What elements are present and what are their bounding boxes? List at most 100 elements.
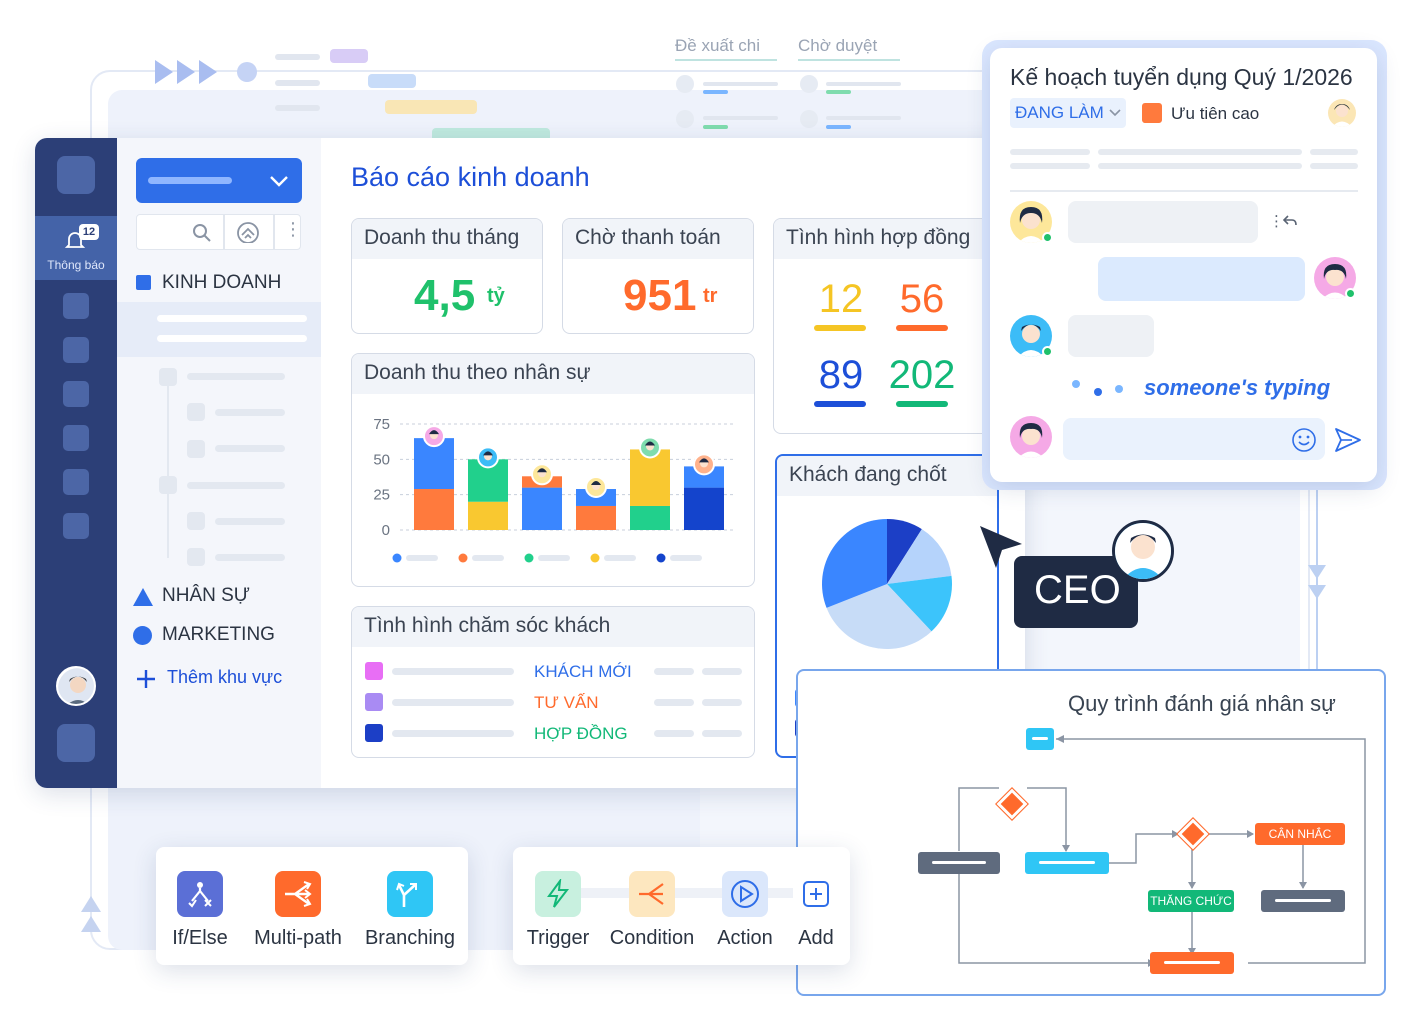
status-label: ĐANG LÀM: [1015, 103, 1104, 122]
workflow-node[interactable]: [1261, 890, 1345, 912]
tool-condition[interactable]: Condition: [607, 871, 697, 950]
legend-dot: [656, 553, 666, 563]
automation-tools-card: Trigger Condition Action Add: [513, 847, 850, 965]
sidebar-item[interactable]: [63, 381, 89, 407]
add-area-link[interactable]: Thêm khu vực: [167, 667, 283, 687]
tree-node[interactable]: [159, 476, 177, 494]
sidebar-item[interactable]: [63, 513, 89, 539]
tool-action[interactable]: Action: [709, 871, 781, 950]
tool-if-else[interactable]: If/Else: [168, 871, 232, 950]
contracts-value-1: 12: [818, 277, 864, 321]
tool-multi-path[interactable]: Multi-path: [248, 871, 348, 950]
sidebar-item[interactable]: [63, 425, 89, 451]
care-line: [654, 668, 694, 675]
triangle-icon: [133, 588, 153, 606]
pie-slice: [822, 519, 887, 608]
task-title: Kế hoạch tuyển dụng Quý 1/2026: [1010, 64, 1353, 90]
workflow-node-consider[interactable]: CÂN NHẮC: [1255, 823, 1345, 845]
care-line: [702, 699, 742, 706]
chat-bubble: [1068, 201, 1258, 243]
sidebar-item[interactable]: [63, 469, 89, 495]
contracts-bar-2: [896, 325, 948, 331]
send-icon[interactable]: [1334, 427, 1362, 453]
workflow-node[interactable]: [1025, 852, 1109, 874]
approval-line: [826, 82, 901, 86]
care-status-contract: HỢP ĐỒNG: [534, 724, 628, 743]
gantt-bar: [330, 49, 368, 63]
legend-line: [604, 555, 636, 561]
workflow-end-node[interactable]: [1150, 952, 1234, 974]
legend-line: [472, 555, 504, 561]
emoji-icon[interactable]: [1291, 427, 1317, 453]
reply-icon[interactable]: [1282, 214, 1298, 228]
priority-label[interactable]: Ưu tiên cao: [1171, 104, 1260, 123]
chat-avatar-self: [1010, 416, 1052, 458]
more-icon[interactable]: ⋮: [1269, 213, 1284, 230]
care-line: [392, 730, 514, 737]
assignee-avatar[interactable]: [1328, 99, 1356, 127]
ceo-label: CEO: [1034, 568, 1121, 612]
legend-dot: [458, 553, 468, 563]
search-icon[interactable]: [192, 223, 212, 243]
tool-add[interactable]: Add: [789, 871, 843, 950]
approval-avatar: [800, 75, 818, 93]
chevron-down-icon: [270, 176, 288, 187]
approval-line: [826, 90, 851, 94]
wifi-icon[interactable]: [236, 221, 260, 243]
bell-icon: [64, 232, 86, 248]
sidebar-item[interactable]: [63, 337, 89, 363]
nav-section-hr[interactable]: NHÂN SỰ: [162, 585, 251, 606]
closing-clients-title: Khách đang chốt: [777, 456, 997, 496]
if-else-icon: [177, 871, 223, 917]
workflow-panel: Quy trình đánh giá nhân sự CÂN NHẮC THĂN…: [796, 669, 1386, 996]
contracts-value-3: 89: [818, 353, 864, 397]
chat-bubble-own: [1098, 257, 1305, 301]
tree-label: [215, 554, 285, 561]
sidebar-item[interactable]: [63, 293, 89, 319]
tree-node[interactable]: [187, 403, 205, 421]
sidebar-item-notifications[interactable]: 12 Thông báo: [35, 216, 117, 280]
legend-dot: [392, 553, 402, 563]
tool-branching[interactable]: Branching: [362, 871, 458, 950]
revenue-label: Doanh thu tháng: [352, 219, 542, 259]
workflow-node-promote[interactable]: THĂNG CHỨC: [1148, 890, 1234, 912]
status-dropdown[interactable]: ĐANG LÀM: [1010, 98, 1126, 128]
sidebar-settings[interactable]: [57, 724, 95, 762]
user-avatar[interactable]: [56, 666, 96, 706]
nav-section-sales[interactable]: KINH DOANH: [162, 272, 282, 293]
more-icon[interactable]: ⋮: [284, 219, 302, 239]
nav-section-marketing[interactable]: MARKETING: [162, 624, 275, 645]
workspace-dropdown[interactable]: [136, 158, 302, 203]
tab-expense-proposal[interactable]: Đề xuất chi: [675, 36, 761, 55]
tree-node[interactable]: [187, 512, 205, 530]
tree-node[interactable]: [187, 440, 205, 458]
contracts-bar-1: [814, 325, 866, 331]
workflow-node[interactable]: [918, 852, 1000, 874]
revenue-card: Doanh thu tháng 4,5 tỷ: [351, 218, 543, 334]
plus-icon[interactable]: [135, 668, 157, 690]
page-title: Báo cáo kinh doanh: [351, 162, 590, 192]
tool-trigger[interactable]: Trigger: [521, 871, 595, 950]
typing-dot: [1094, 388, 1102, 396]
contracts-card: Tình hình hợp đồng 12 56 89 202: [773, 218, 1013, 434]
tool-label: Branching: [364, 927, 456, 949]
tree-label: [215, 409, 285, 416]
workflow-start-node[interactable]: [1026, 728, 1054, 750]
nav-item-selected[interactable]: [117, 302, 321, 357]
branching-icon: [387, 871, 433, 917]
bar-segment: [684, 487, 724, 530]
nav-search-box[interactable]: ⋮: [136, 214, 302, 250]
divider: [1010, 190, 1358, 192]
contracts-label: Tình hình hợp đồng: [774, 219, 1012, 259]
message-input[interactable]: [1063, 418, 1325, 460]
legend-line: [406, 555, 438, 561]
sidebar-logo[interactable]: [57, 156, 95, 194]
pending-unit: tr: [703, 285, 718, 307]
tree-node[interactable]: [187, 548, 205, 566]
task-meta-line: [1310, 149, 1358, 155]
tab-pending-approval[interactable]: Chờ duyệt: [798, 36, 878, 55]
tree-node[interactable]: [159, 368, 177, 386]
online-indicator: [1042, 346, 1053, 357]
care-swatch: [365, 693, 383, 711]
bar-segment: [684, 466, 724, 488]
